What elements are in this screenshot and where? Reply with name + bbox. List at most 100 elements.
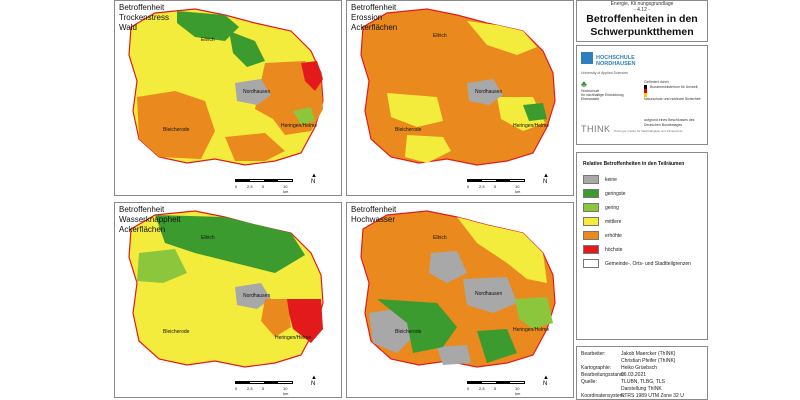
place-bleicherode: Bleicherode (395, 329, 422, 335)
legend-swatch (583, 259, 599, 268)
map-title: Betroffenheit Hochwasser (351, 205, 397, 224)
north-arrow-icon: ▲ N (311, 375, 317, 387)
legend-swatch (583, 189, 599, 198)
place-heringen: Heringen/Helme (513, 327, 549, 333)
info-label: Kartographie: (581, 365, 612, 371)
area-keine (467, 79, 503, 105)
place-bleicherode: Bleicherode (163, 329, 190, 335)
legend-item: mittlere (583, 217, 621, 226)
legend-swatch (583, 175, 599, 184)
subtitle: Energie, Kli nungsgrundlage - 4.12 - (610, 1, 674, 13)
area-geringste (229, 31, 265, 67)
area-mittlere (457, 217, 547, 283)
area-erhoehte (225, 133, 285, 161)
north-arrow-icon: ▲ N (311, 173, 317, 185)
legend-swatch (583, 245, 599, 254)
info-value: ETRS 1989 UTM Zone 32 U (621, 393, 684, 399)
area-keine (463, 277, 517, 313)
info-row: Kartographie: Heiko Grüebsch (581, 365, 657, 371)
place-bleicherode: Bleicherode (163, 127, 190, 133)
german-flag-icon (644, 85, 647, 97)
legend-label: Gemeinde-, Orts- und Stadtteilgrenzen (605, 260, 691, 267)
area-mittlere (387, 93, 443, 127)
side-panel: Energie, Kli nungsgrundlage - 4.12 - Bet… (576, 0, 708, 400)
legend-swatch (583, 231, 599, 240)
map-title: Betroffenheit Erossion Ackerflächen (351, 3, 398, 32)
area-erhoehte (261, 299, 291, 337)
place-heringen: Heringen/Helme (513, 123, 549, 129)
scale-bar: 0 2,5 5 10 km (235, 381, 293, 396)
place-ellrich: Ellrich (201, 37, 215, 43)
area-geringste (523, 103, 547, 121)
place-nordhausen: Nordhausen (243, 293, 270, 299)
area-mittlere (405, 135, 451, 163)
place-bleicherode: Bleicherode (395, 127, 422, 133)
info-label: Bearbeiter: (581, 351, 606, 357)
info-value: Jakob Maercker (ThINK) (621, 351, 676, 357)
map-panel-erosion: Betroffenheit Erossion Ackerflächen Ellr… (346, 0, 574, 196)
info-label: Bearbeitungsstand: (581, 372, 625, 378)
info-row: Bearbeiter: Jakob Maercker (ThINK) (581, 351, 675, 357)
scale-bar: 0 2,5 5 10 km (467, 381, 525, 396)
area-mittlere (467, 21, 537, 55)
district-map: Ellrich Nordhausen Bleicherode Heringen/… (128, 210, 324, 368)
legend-item: keine (583, 175, 617, 184)
legend-item: erhöhte (583, 231, 622, 240)
area-geringste (155, 215, 305, 273)
area-geringste (477, 329, 517, 363)
north-arrow-icon: ▲ N (543, 375, 549, 387)
district-map: Ellrich Nordhausen Bleicherode Heringen/… (128, 8, 324, 166)
area-keine (429, 251, 467, 283)
legend-label: geringste (605, 190, 626, 197)
legend-label: keine (605, 176, 617, 183)
area-geringste (377, 299, 457, 353)
sheet-title: Betroffenheiten in den Schwerpunktthemen (586, 13, 698, 38)
scale-bar: 0 2,5 5 10 km (467, 179, 525, 194)
info-row: Darstellung ThINK (581, 386, 662, 392)
legend-label: höchste (605, 246, 623, 253)
map-panel-hochwasser: Betroffenheit Hochwasser Ellrich Nordhau… (346, 202, 574, 398)
legend-item: Gemeinde-, Orts- und Stadtteilgrenzen (583, 259, 691, 268)
place-nordhausen: Nordhausen (475, 89, 502, 95)
map-title: Betroffenheit Wasserknappheit Ackerfläch… (119, 205, 181, 234)
info-label: Koordinatensystem: (581, 393, 626, 399)
legend-swatch (583, 203, 599, 212)
info-row: Quelle: TLUBN, TLBG, TLS (581, 379, 665, 385)
info-row: Bearbeitungsstand:06.03.2021 (581, 372, 646, 378)
legend-label: gering (605, 204, 619, 211)
place-heringen: Heringen/Helme (275, 335, 311, 341)
legend-title: Relative Betroffenheiten in den Teilräum… (583, 161, 685, 167)
map-sheet: Betroffenheit Trockenstress Wald Ellrich… (114, 0, 708, 400)
info-value: Darstellung ThINK (621, 386, 662, 392)
place-nordhausen: Nordhausen (243, 89, 270, 95)
place-ellrich: Ellrich (201, 235, 215, 241)
area-erhoehte (137, 91, 215, 159)
info-label: Quelle: (581, 379, 597, 385)
area-keine (235, 283, 271, 309)
hne-eberswalde-logo: ♣ Hochschule für nachhaltige Entwicklung E… (581, 79, 624, 102)
area-gering (137, 249, 187, 283)
area-gering (293, 107, 315, 125)
scale-bar: 0 2,5 5 10 km (235, 179, 293, 194)
place-ellrich: Ellrich (433, 33, 447, 39)
legend-label: erhöhte (605, 232, 622, 239)
logo-box: HOCHSCHULE NORDHAUSEN University of Appli… (576, 45, 708, 145)
legend-item: geringste (583, 189, 626, 198)
place-ellrich: Ellrich (433, 235, 447, 241)
legend-swatch (583, 217, 599, 226)
legend-item: gering (583, 203, 619, 212)
area-keine (235, 79, 271, 105)
funding-notice: Gefördert durch: Bundesministerium für U… (644, 80, 701, 127)
title-box: Energie, Kli nungsgrundlage - 4.12 - Bet… (576, 0, 708, 42)
info-row: Christian Pfeifer (ThINK) (581, 358, 675, 364)
legend: Relative Betroffenheiten in den Teilräum… (576, 152, 708, 340)
area-gering (515, 297, 553, 329)
info-value: Christian Pfeifer (ThINK) (621, 358, 676, 364)
info-box: Bearbeiter: Jakob Maercker (ThINK) Christi… (576, 346, 708, 400)
area-hoechste (301, 61, 323, 91)
place-heringen: Heringen/Helme (281, 123, 317, 129)
think-logo: THINK Thüringer Institut für Nachhaltigk… (581, 124, 683, 134)
info-row: Koordinatensystem:ETRS 1989 UTM Zone 32 … (581, 393, 684, 399)
area-geringste (177, 11, 239, 41)
legend-item: höchste (583, 245, 623, 254)
